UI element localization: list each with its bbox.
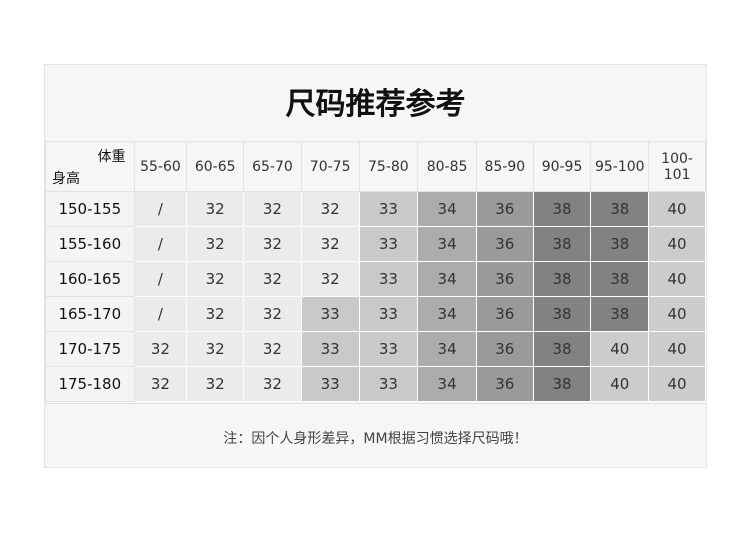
weight-column-header: 85-90 bbox=[475, 141, 534, 192]
size-cell: 33 bbox=[358, 191, 419, 227]
size-cell: 36 bbox=[475, 331, 534, 367]
height-row-header: 160-165 bbox=[45, 261, 135, 297]
size-cell: 38 bbox=[590, 296, 650, 332]
size-cell: 32 bbox=[133, 366, 188, 402]
size-cell: 32 bbox=[300, 191, 360, 227]
size-cell: 32 bbox=[243, 191, 302, 227]
size-cell: 38 bbox=[532, 296, 592, 332]
size-cell: 32 bbox=[186, 261, 245, 297]
height-label: 身高 bbox=[52, 171, 80, 187]
weight-column-header: 55-60 bbox=[133, 141, 188, 192]
size-cell: 38 bbox=[532, 191, 592, 227]
size-cell: 33 bbox=[358, 331, 419, 367]
size-chart: 尺码推荐参考 体重 身高 55-60 60-65 65-70 70-75 75-80 80-8… bbox=[44, 64, 707, 468]
size-cell: 32 bbox=[133, 331, 188, 367]
size-cell: / bbox=[133, 296, 188, 332]
size-cell: 33 bbox=[358, 261, 419, 297]
corner-cell: 体重身高 bbox=[45, 141, 135, 192]
table-row: 165-170/32 32 33 33 34 36 38 38 40 bbox=[45, 296, 706, 332]
size-cell: 36 bbox=[475, 226, 534, 262]
size-cell: 32 bbox=[300, 261, 360, 297]
size-cell: 38 bbox=[590, 191, 650, 227]
size-cell: 36 bbox=[475, 261, 534, 297]
size-cell: 36 bbox=[475, 296, 534, 332]
height-row-header: 170-175 bbox=[45, 331, 135, 367]
size-cell: 32 bbox=[243, 296, 302, 332]
size-cell: 38 bbox=[590, 226, 650, 262]
size-cell: 34 bbox=[417, 366, 477, 402]
size-cell: 34 bbox=[417, 261, 477, 297]
size-cell: 32 bbox=[186, 331, 245, 367]
table-row: 150-155/32 32 32 33 34 36 38 38 40 bbox=[45, 191, 706, 227]
size-cell: 38 bbox=[532, 226, 592, 262]
size-cell: 38 bbox=[532, 331, 592, 367]
height-row-header: 165-170 bbox=[45, 296, 135, 332]
table-row: 160-165/32 32 32 33 34 36 38 38 40 bbox=[45, 261, 706, 297]
size-table: 体重 身高 55-60 60-65 65-70 70-75 75-80 80-85 85-90 9… bbox=[45, 141, 706, 402]
size-cell: 40 bbox=[648, 261, 706, 297]
size-cell: 34 bbox=[417, 226, 477, 262]
weight-column-header: 75-80 bbox=[358, 141, 419, 192]
weight-column-header: 80-85 bbox=[417, 141, 477, 192]
size-cell: / bbox=[133, 191, 188, 227]
size-cell: 33 bbox=[300, 331, 360, 367]
table-row: 175-180 32 32 32 33 33 34 36 38 40 40 bbox=[45, 366, 706, 402]
table-row: 155-160/32 32 32 33 34 36 38 38 40 bbox=[45, 226, 706, 262]
size-cell: 38 bbox=[532, 261, 592, 297]
size-cell: 40 bbox=[590, 366, 650, 402]
size-cell: 40 bbox=[648, 296, 706, 332]
weight-column-header: 65-70 bbox=[243, 141, 302, 192]
size-cell: 38 bbox=[590, 261, 650, 297]
size-cell: 34 bbox=[417, 331, 477, 367]
chart-title: 尺码推荐参考 bbox=[285, 87, 466, 122]
footnote: 注：因个人身形差异，MM根据习惯选择尺码哦！ bbox=[45, 403, 706, 470]
height-row-header: 150-155 bbox=[45, 191, 135, 227]
size-cell: 36 bbox=[475, 366, 534, 402]
size-cell: 32 bbox=[243, 366, 302, 402]
size-cell: 32 bbox=[186, 191, 245, 227]
weight-column-header: 95-100 bbox=[590, 141, 650, 192]
size-cell: 33 bbox=[358, 366, 419, 402]
size-cell: 40 bbox=[648, 366, 706, 402]
size-cell: 33 bbox=[300, 366, 360, 402]
size-cell: 38 bbox=[532, 366, 592, 402]
size-cell: 32 bbox=[186, 226, 245, 262]
size-cell: 36 bbox=[475, 191, 534, 227]
size-cell: / bbox=[133, 261, 188, 297]
size-cell: 32 bbox=[243, 226, 302, 262]
size-cell: 33 bbox=[358, 296, 419, 332]
weight-column-header: 90-95 bbox=[532, 141, 592, 192]
size-cell: 33 bbox=[358, 226, 419, 262]
header-row: 体重 身高 55-60 60-65 65-70 70-75 75-80 80-85 85-90 9… bbox=[45, 141, 706, 192]
size-cell: 40 bbox=[648, 331, 706, 367]
height-row-header: 175-180 bbox=[45, 366, 135, 402]
size-cell: 32 bbox=[186, 366, 245, 402]
size-cell: 32 bbox=[243, 261, 302, 297]
size-cell: / bbox=[133, 226, 188, 262]
weight-column-header: 70-75 bbox=[300, 141, 360, 192]
weight-label: 体重 bbox=[97, 149, 126, 165]
weight-column-header: 60-65 bbox=[186, 141, 245, 192]
height-row-header: 155-160 bbox=[45, 226, 135, 262]
size-cell: 34 bbox=[417, 191, 477, 227]
weight-column-header: 100-101 bbox=[648, 141, 706, 192]
size-cell: 32 bbox=[243, 331, 302, 367]
size-cell: 32 bbox=[300, 226, 360, 262]
size-cell: 32 bbox=[186, 296, 245, 332]
size-cell: 34 bbox=[417, 296, 477, 332]
size-cell: 40 bbox=[648, 226, 706, 262]
table-row: 170-175 32 32 32 33 33 34 36 38 40 40 bbox=[45, 331, 706, 367]
size-cell: 40 bbox=[590, 331, 650, 367]
size-cell: 33 bbox=[300, 296, 360, 332]
size-cell: 40 bbox=[648, 191, 706, 227]
